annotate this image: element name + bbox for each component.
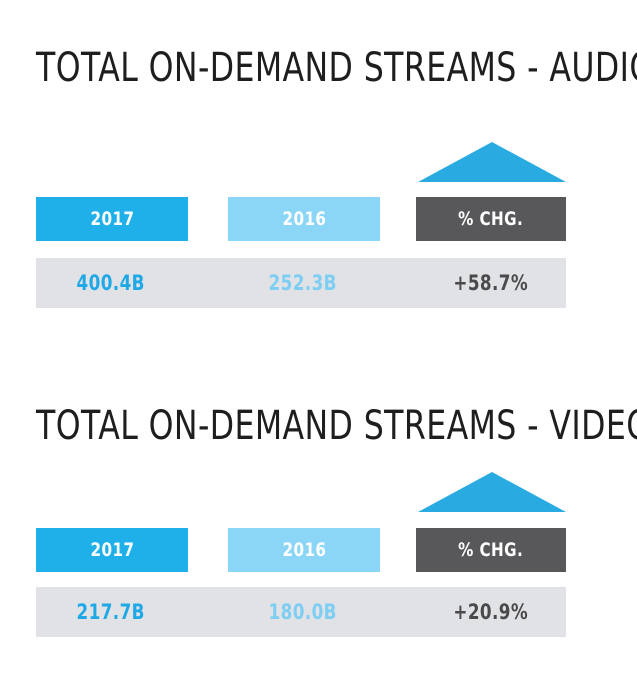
audio-value-2016: 252.3B — [268, 271, 338, 295]
audio-panel-title: TOTAL ON-DEMAND STREAMS - AUDIO — [36, 45, 637, 91]
audio-streams-panel: TOTAL ON-DEMAND STREAMS - AUDIO 2017 201… — [0, 40, 637, 340]
video-value-change: +20.9% — [453, 600, 529, 624]
audio-header-2016: 2016 — [228, 197, 380, 241]
audio-values-row: 400.4B 252.3B +58.7% — [36, 258, 566, 308]
video-streams-panel: TOTAL ON-DEMAND STREAMS - VIDEO 2017 201… — [0, 398, 637, 698]
video-value-2017: 217.7B — [76, 600, 146, 624]
audio-value-change: +58.7% — [453, 271, 529, 295]
video-header-2016: 2016 — [228, 528, 380, 572]
video-value-2016: 180.0B — [268, 600, 338, 624]
increase-arrow-icon — [418, 142, 566, 182]
video-header-change: % CHG. — [416, 528, 566, 572]
audio-header-change: % CHG. — [416, 197, 566, 241]
video-values-row: 217.7B 180.0B +20.9% — [36, 587, 566, 637]
video-panel-title: TOTAL ON-DEMAND STREAMS - VIDEO — [36, 403, 637, 449]
video-header-2017: 2017 — [36, 528, 188, 572]
audio-value-2017: 400.4B — [76, 271, 146, 295]
audio-header-2017: 2017 — [36, 197, 188, 241]
increase-arrow-icon — [418, 472, 566, 512]
